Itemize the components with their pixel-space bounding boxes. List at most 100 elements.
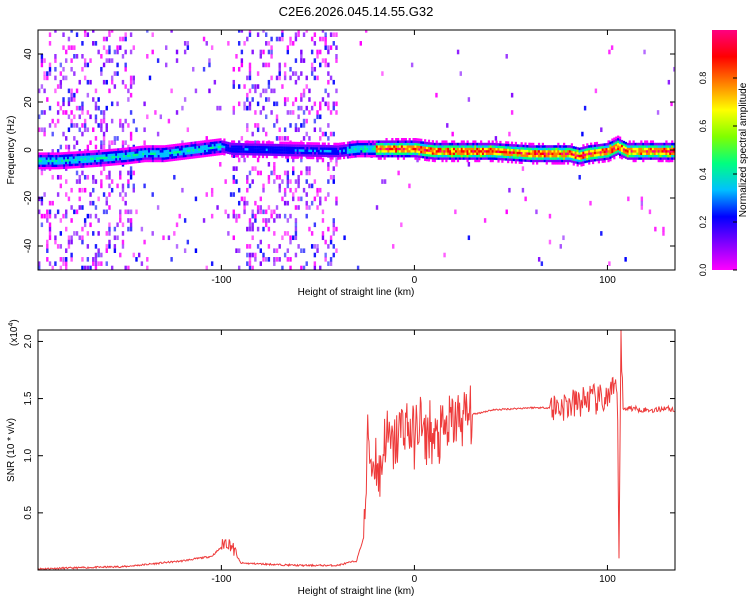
- spectrogram-cell: [483, 218, 487, 223]
- spectrogram-ridge-cell: [468, 147, 471, 151]
- spectrogram-ridge-cell: [584, 153, 587, 156]
- spectrogram-ridge-cell: [591, 154, 595, 157]
- spectrogram-ridge-cell: [638, 152, 641, 155]
- spectrogram-ridge-cell: [346, 141, 350, 145]
- spectrogram-ridge-cell: [169, 144, 172, 148]
- spectrogram-cell: [127, 218, 130, 223]
- spectrogram-ridge-cell: [234, 147, 238, 151]
- spectrogram-ridge-cell: [453, 147, 456, 151]
- spectrogram-ridge-cell: [493, 154, 496, 158]
- spectrogram-ridge-cell: [615, 138, 618, 142]
- spectrogram-ridge-cell: [576, 151, 579, 155]
- spectrogram-cell: [262, 62, 265, 68]
- spectrogram-ridge-cell: [464, 157, 467, 160]
- spectrogram-ridge-cell: [518, 154, 521, 157]
- spectrogram-ridge-cell: [259, 150, 263, 154]
- spectrogram-ridge-cell: [227, 144, 230, 147]
- spectrogram-cell: [110, 140, 114, 145]
- spectrogram-ridge-cell: [410, 150, 413, 153]
- spectrogram-cell: [129, 226, 133, 232]
- spectrogram-cell: [162, 235, 165, 241]
- spectrogram-ridge-cell: [155, 150, 158, 153]
- spectrogram-ridge-cell: [524, 147, 527, 150]
- spectrogram-cell: [332, 218, 335, 223]
- spectrogram-ridge-cell: [360, 147, 363, 151]
- spectrogram-ridge-cell: [615, 146, 618, 149]
- spectrogram-ridge-cell: [537, 154, 541, 158]
- spectrogram-cell: [273, 123, 276, 128]
- spectrogram-ridge-cell: [55, 164, 58, 167]
- spectrogram-ridge-cell: [501, 148, 504, 151]
- spectrogram-ridge-cell: [308, 151, 311, 155]
- spectrogram-ridge-cell: [578, 154, 581, 158]
- spectrogram-ridge-cell: [599, 146, 602, 149]
- spectrogram-ridge-cell: [551, 159, 554, 163]
- spectrogram-ridge-cell: [468, 152, 471, 155]
- spectrogram-cell: [270, 75, 273, 81]
- spectrogram-ridge-cell: [547, 150, 550, 153]
- spectrogram-ridge-cell: [404, 154, 407, 158]
- spectrogram-cell: [48, 105, 52, 111]
- spectrogram-cell: [100, 252, 103, 258]
- spectrogram-ridge-cell: [103, 156, 106, 160]
- spectrogram-cell: [110, 79, 114, 85]
- spectrogram-ridge-cell: [176, 145, 180, 149]
- spectrogram-cell: [292, 101, 295, 107]
- spectrogram-ridge-cell: [453, 159, 456, 163]
- spectrogram-ridge-cell: [651, 140, 655, 143]
- spectrogram-ridge-cell: [659, 152, 662, 155]
- spectrogram-cell: [143, 101, 146, 107]
- spectrogram-ridge-cell: [443, 154, 446, 158]
- spectrogram-ridge-cell: [186, 144, 189, 148]
- spectrogram-cell: [40, 62, 44, 68]
- spectrogram-ridge-cell: [111, 151, 114, 154]
- spectrogram-ridge-cell: [541, 150, 545, 153]
- spectrogram-ridge-cell: [489, 150, 492, 153]
- snr-x-label: Height of straight line (km): [298, 586, 415, 597]
- spectrogram-ridge-cell: [636, 150, 639, 153]
- spectrogram-ridge-cell: [221, 152, 224, 155]
- spectrogram-ridge-cell: [657, 150, 660, 153]
- spectrogram-ridge-cell: [381, 154, 384, 158]
- spectrogram-ridge-cell: [341, 154, 344, 157]
- spectrogram-ridge-cell: [182, 154, 185, 158]
- spectrogram-cell: [256, 244, 260, 249]
- spectrogram-cell: [129, 92, 133, 98]
- spectrogram-ridge-cell: [412, 145, 415, 148]
- spectrogram-cell: [321, 30, 325, 33]
- spectrogram-ridge-cell: [360, 152, 363, 155]
- spectrogram-ridge-cell: [644, 154, 647, 158]
- spectrogram-ridge-cell: [464, 147, 467, 151]
- spectrogram-ridge-cell: [503, 155, 506, 159]
- spectrogram-ridge-cell: [53, 154, 56, 158]
- spectrogram-ridge-cell: [223, 143, 226, 146]
- spectrogram-ridge-cell: [385, 147, 388, 151]
- spectrogram-ridge-cell: [671, 145, 674, 148]
- spectrogram-ridge-cell: [624, 156, 628, 159]
- spectrogram-ridge-cell: [88, 160, 91, 163]
- spectrogram-cell: [83, 218, 87, 223]
- spectrogram-ridge-cell: [489, 145, 492, 148]
- spectrogram-ridge-cell: [642, 159, 645, 163]
- spectrogram-ridge-cell: [665, 157, 668, 160]
- snr-x-tick-label: 0: [412, 574, 418, 585]
- spectrogram-ridge-cell: [402, 147, 406, 151]
- spectrogram-cell: [275, 213, 279, 219]
- spectrogram-ridge-cell: [273, 150, 276, 154]
- spectrogram-ridge-cell: [564, 152, 568, 155]
- spectrogram-ridge-cell: [441, 140, 444, 143]
- spectrogram-ridge-cell: [443, 147, 446, 151]
- spectrogram-ridge-cell: [180, 157, 184, 161]
- spectrogram-ridge-cell: [221, 142, 224, 146]
- spectrogram-ridge-cell: [285, 151, 288, 154]
- spectrogram-cell: [70, 45, 73, 50]
- spectrogram-ridge-cell: [566, 154, 570, 158]
- spectrogram-ridge-cell: [454, 150, 458, 153]
- spectrogram-ridge-cell: [601, 148, 604, 151]
- spectrogram-cell: [467, 235, 471, 241]
- spectrogram-ridge-cell: [568, 152, 572, 155]
- spectrogram-ridge-cell: [395, 150, 398, 153]
- spectrogram-cell: [256, 71, 260, 76]
- spectrogram-cell: [248, 66, 252, 72]
- spectrogram-ridge-cell: [418, 148, 421, 151]
